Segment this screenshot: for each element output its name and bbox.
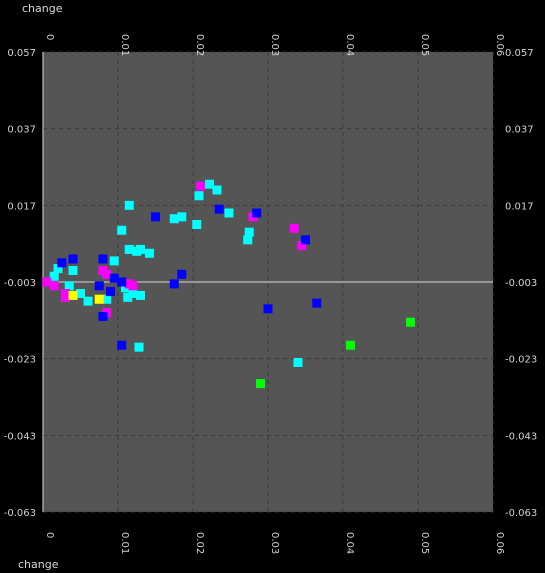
data-point (169, 279, 179, 289)
y-tick-label-left: -0.063 (4, 508, 36, 519)
data-point (83, 296, 93, 306)
x-tick-label-bottom: 0.06 (494, 532, 505, 554)
data-point (68, 254, 78, 264)
data-point (212, 185, 222, 195)
x-tick-label-bottom: 0.01 (119, 532, 130, 554)
data-point (117, 277, 127, 287)
data-point (117, 225, 127, 235)
data-point (134, 342, 144, 352)
data-point (136, 290, 145, 300)
x-tick-label-top: 0 (44, 34, 55, 40)
data-point (177, 212, 187, 222)
x-tick-label-top: 0.05 (419, 34, 430, 56)
data-point (263, 304, 273, 314)
x-tick-label-top: 0.03 (269, 34, 280, 56)
data-point (205, 179, 214, 189)
x-tick-label-bottom: 0.05 (419, 532, 430, 554)
data-point (94, 294, 104, 304)
data-point (128, 281, 138, 291)
data-point (53, 264, 63, 274)
data-point (109, 256, 119, 266)
y-tick-labels-left: 0.057 0.037 0.017 -0.003 -0.023 -0.043 -0.063 (4, 48, 36, 519)
data-point (68, 266, 78, 275)
y-tick-label-right: -0.023 (505, 355, 537, 366)
data-point (76, 289, 85, 298)
data-point (49, 281, 59, 291)
data-point (42, 277, 52, 287)
x-tick-labels-top: 0 0.01 0.02 0.03 0.04 0.05 0.06 (44, 34, 505, 56)
y-tick-label-left: -0.043 (4, 431, 36, 442)
data-point (346, 340, 355, 350)
x-tick-labels-bottom: 0 0.01 0.02 0.03 0.04 0.05 0.06 (44, 532, 505, 554)
data-point (49, 271, 59, 281)
data-point (252, 208, 262, 218)
data-point (177, 269, 187, 279)
data-point (109, 273, 119, 283)
y-tick-label-right: 0.057 (505, 48, 534, 59)
y-tick-labels-right: 0.057 0.037 0.017 -0.003 -0.023 -0.043 -0.063 (505, 48, 537, 519)
y-tick-label-right: 0.017 (505, 201, 534, 212)
data-point (136, 244, 145, 254)
data-point (297, 241, 307, 251)
x-tick-label-bottom: 0.02 (194, 532, 205, 554)
y-tick-label-right: -0.043 (505, 431, 537, 442)
y-tick-label-left: -0.023 (4, 355, 36, 366)
y-tick-label-left: 0.037 (7, 125, 36, 136)
data-point (192, 220, 202, 229)
data-point (244, 227, 254, 237)
data-point (312, 298, 322, 308)
data-point (98, 312, 108, 321)
data-point (194, 191, 204, 201)
data-point (124, 244, 134, 254)
data-point (98, 254, 108, 264)
x-tick-label-bottom: 0.03 (269, 532, 280, 554)
data-points (42, 179, 415, 389)
y-tick-label-right: -0.003 (505, 278, 537, 289)
data-point (106, 287, 115, 297)
data-point (61, 292, 70, 302)
data-point (123, 292, 133, 302)
data-point (145, 248, 154, 258)
data-point (301, 235, 310, 245)
x-axis-label-top: change (22, 2, 63, 15)
data-point (196, 181, 205, 191)
data-point (128, 289, 138, 298)
data-point (64, 281, 74, 291)
data-point (151, 212, 160, 222)
x-tick-label-bottom: 0 (44, 532, 55, 538)
data-point (406, 317, 415, 327)
x-tick-label-top: 0.01 (119, 34, 130, 56)
data-point (57, 258, 67, 268)
data-point (214, 204, 224, 214)
x-axis-label-bottom: change (18, 558, 59, 571)
data-point (169, 214, 179, 224)
data-point (289, 223, 299, 233)
x-tick-label-top: 0.06 (494, 34, 505, 56)
data-point (224, 208, 234, 218)
data-point (102, 269, 112, 279)
data-point (293, 358, 303, 367)
x-tick-label-bottom: 0.04 (344, 532, 355, 554)
data-point (68, 290, 78, 300)
data-point (117, 340, 127, 350)
data-point (94, 281, 104, 291)
data-point (256, 379, 265, 389)
y-tick-label-right: 0.037 (505, 125, 534, 136)
data-point (102, 294, 112, 304)
y-tick-label-left: 0.017 (7, 201, 36, 212)
x-tick-label-top: 0.04 (344, 34, 355, 56)
data-point (124, 200, 134, 210)
data-point (243, 235, 253, 245)
x-tick-label-top: 0.02 (194, 34, 205, 56)
y-tick-label-left: -0.003 (4, 278, 36, 289)
y-tick-label-right: -0.063 (505, 508, 537, 519)
y-tick-label-left: 0.057 (7, 48, 36, 59)
